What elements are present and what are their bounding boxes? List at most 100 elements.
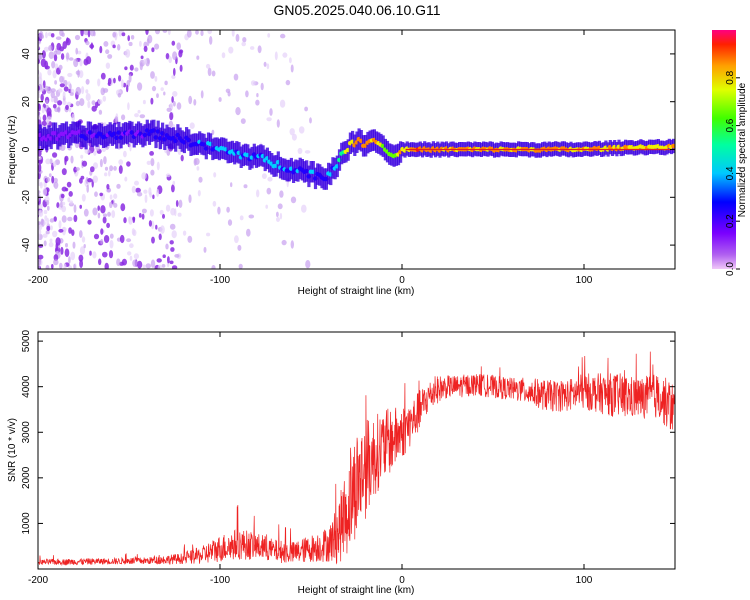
noise-blob: [193, 99, 197, 106]
noise-blob: [137, 109, 141, 114]
noise-blob: [131, 185, 136, 194]
noise-blob: [142, 99, 146, 105]
noise-blob: [79, 59, 83, 67]
noise-blob: [152, 194, 155, 200]
noise-blob: [48, 173, 52, 178]
noise-blob: [290, 240, 294, 249]
noise-blob: [172, 91, 178, 97]
figure-title: GN05.2025.040.06.10.G11: [273, 2, 441, 18]
noise-blob: [38, 254, 44, 260]
noise-blob: [211, 70, 216, 77]
noise-blob: [206, 232, 211, 237]
noise-blob: [172, 180, 176, 186]
noise-blob: [93, 233, 100, 240]
noise-blob: [169, 223, 176, 230]
noise-blob: [132, 259, 138, 267]
noise-blob: [53, 259, 59, 266]
noise-blob: [94, 191, 98, 197]
noise-blob: [85, 40, 90, 46]
noise-blob: [126, 84, 129, 93]
noise-blob: [207, 67, 212, 77]
noise-blob: [38, 149, 42, 158]
noise-blob: [113, 77, 116, 84]
noise-blob: [118, 159, 124, 165]
noise-blob: [116, 258, 121, 267]
noise-blob: [93, 150, 97, 156]
noise-blob: [95, 101, 99, 109]
noise-blob: [291, 133, 297, 141]
noise-blob: [79, 230, 83, 238]
noise-blob: [143, 45, 148, 53]
noise-blob: [42, 114, 47, 122]
noise-blob: [112, 32, 117, 38]
noise-blob: [126, 238, 132, 243]
y-tick-label: -20: [21, 190, 32, 205]
noise-blob: [100, 205, 106, 214]
noise-blob: [64, 156, 67, 166]
noise-blob: [59, 262, 63, 269]
noise-blob: [250, 80, 256, 86]
noise-blob: [146, 160, 151, 165]
ridge-cell: [671, 143, 675, 149]
noise-blob: [40, 93, 44, 102]
noise-blob: [53, 254, 59, 262]
y-tick-label: 3000: [21, 421, 32, 444]
noise-blob: [97, 78, 101, 87]
noise-blob: [52, 104, 57, 109]
noise-blob: [67, 197, 71, 203]
noise-blob: [172, 51, 178, 60]
noise-blob: [120, 203, 126, 212]
noise-blob: [61, 168, 67, 176]
noise-blob: [38, 182, 43, 186]
noise-blob: [129, 142, 132, 152]
noise-blob: [103, 41, 109, 47]
noise-blob: [142, 264, 146, 269]
noise-blob: [66, 181, 72, 188]
noise-blob: [104, 166, 109, 171]
noise-blob: [107, 211, 111, 217]
noise-blob: [39, 72, 42, 80]
noise-blob: [105, 188, 112, 193]
noise-blob: [53, 53, 58, 62]
noise-blob: [46, 107, 52, 116]
noise-blob: [99, 192, 103, 197]
noise-blob: [79, 204, 82, 209]
noise-blob: [243, 184, 248, 189]
noise-blob: [59, 75, 64, 83]
noise-blob: [217, 206, 221, 215]
noise-blob: [55, 36, 62, 40]
noise-blob: [53, 50, 58, 55]
noise-blob: [118, 75, 122, 82]
noise-blob: [81, 160, 88, 167]
noise-blob: [116, 183, 121, 189]
noise-blob: [104, 262, 109, 269]
snr-x-axis-title: Height of straight line (km): [298, 585, 415, 596]
x-tick-label: 0: [399, 575, 405, 586]
noise-blob: [80, 154, 84, 159]
noise-blob: [189, 122, 195, 129]
noise-blob: [63, 86, 69, 92]
noise-blob: [56, 42, 62, 51]
noise-blob: [75, 86, 82, 96]
noise-blob: [109, 201, 113, 209]
noise-blob: [151, 236, 155, 244]
noise-blob: [170, 247, 175, 252]
noise-blob: [165, 53, 170, 60]
noise-blob: [106, 222, 110, 229]
noise-blob: [134, 67, 139, 72]
noise-blob: [261, 173, 267, 180]
noise-blob: [301, 204, 307, 213]
noise-blob: [73, 214, 78, 223]
noise-blob: [131, 228, 135, 236]
snr-axes: -200 -100 0 100 1000 2000 3000 4000 5000: [21, 330, 675, 586]
noise-blob: [196, 55, 200, 60]
noise-blob: [38, 55, 42, 61]
noise-blob: [169, 112, 174, 121]
noise-blob: [61, 215, 67, 223]
noise-blob: [167, 30, 171, 36]
noise-blob: [65, 104, 69, 110]
noise-blob: [81, 236, 86, 243]
noise-blob: [200, 30, 204, 37]
noise-blob: [128, 41, 133, 47]
